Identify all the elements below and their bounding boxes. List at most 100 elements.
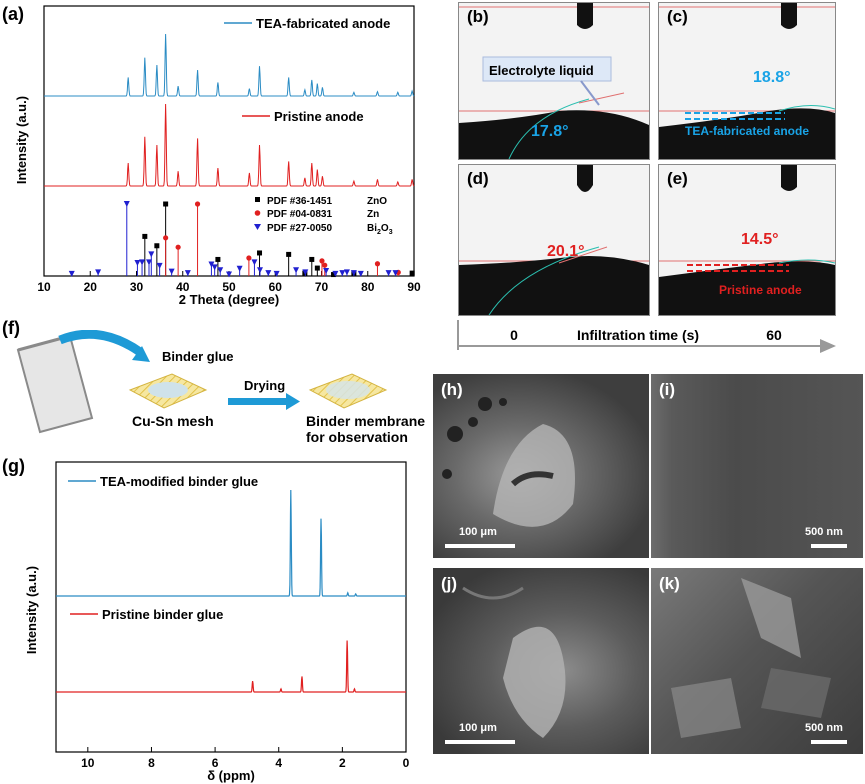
needle-icon [577,165,593,192]
infiltration-end: 60 [766,327,782,343]
angle-e: 14.5° [741,231,779,248]
nmr-xtick-label: 6 [212,756,219,770]
xrd-ref-marker [286,251,292,257]
contact-photo-c: (c) 18.8° TEA-fabricated anode [658,2,836,160]
xrd-ref-marker [168,268,175,275]
xrd-ref-marker [156,262,163,269]
xrd-ref-marker [322,262,328,268]
xrd-ref-marker [236,265,243,272]
panel-label-j: (j) [441,574,458,593]
angle-b: 17.8° [531,123,569,140]
panel-label-d: (d) [467,169,489,188]
legend-tea-anode: TEA-fabricated anode [256,16,390,31]
xrd-ref-marker [142,233,148,239]
nmr-xlabel: δ (ppm) [207,768,255,783]
xrd-ref-marker [208,261,215,268]
panel-label-i: (i) [659,380,676,399]
xrd-xtick-label: 30 [130,280,144,294]
xrd-ref-marker [184,270,191,277]
drying-label: Drying [244,378,285,393]
panel-label-a: (a) [2,4,24,24]
xrd-ref-marker [302,269,309,276]
electrolyte-label: Electrolyte liquid [489,63,594,78]
scale-text-j: 100 μm [459,722,497,734]
nmr-xtick-label: 4 [275,756,282,770]
xrd-xtick-label: 90 [407,280,421,294]
mesh-icon [128,373,208,409]
xrd-ref-marker [392,270,399,277]
arrow-right-icon [820,339,836,353]
ref-phase-zn: Zn [367,209,379,220]
xrd-series-line [44,103,415,187]
xrd-ref-marker [343,269,350,276]
needle-icon [781,165,797,191]
scale-text-h: 100 μm [459,526,497,538]
angle-c: 18.8° [753,69,791,86]
xrd-ref-marker [246,255,252,261]
xrd-ref-marker [357,270,364,277]
xrd-ref-marker [123,201,130,207]
ref-name-bi2o3: PDF #27-0050 [267,223,332,234]
membrane-label-1: Binder membrane [306,413,425,429]
xrd-xtick-label: 10 [37,280,51,294]
membrane-label-2: for observation [306,429,408,445]
xrd-xlabel: 2 Theta (degree) [179,292,279,307]
xrd-xtick-label: 40 [176,280,190,294]
panel-label-b: (b) [467,7,489,26]
xrd-series-line [44,33,415,97]
xrd-chart: 10 20 30 40 50 60 70 80 90 2 Theta (degree) Inte… [14,5,421,307]
xrd-xtick-label: 20 [84,280,98,294]
xrd-ref-marker [319,258,325,264]
scale-text-k: 500 nm [805,722,843,734]
panel-label-k: (k) [659,574,680,593]
sem-image-k: (k) 500 nm [651,568,863,754]
xrd-xtick-label: 60 [269,280,283,294]
xrd-ref-marker [194,201,201,207]
xrd-xtick-label: 70 [315,280,329,294]
xrd-ref-marker [273,270,280,277]
xrd-ref-marker [211,264,218,271]
ref-marker-zno [255,197,260,202]
scale-bar [811,544,847,548]
pour-arrow-icon [58,330,143,356]
angle-d: 20.1° [547,243,585,260]
ref-name-zn: PDF #04-0831 [267,209,332,220]
contact-photo-e: (e) 14.5° Pristine anode [658,164,836,316]
scale-text-i: 500 nm [805,526,843,538]
sem-image-j: (j) 100 μm [433,568,649,754]
tea-anode-label: TEA-fabricated anode [685,124,810,138]
panel-label-c: (c) [667,7,688,26]
xrd-ref-marker [309,256,315,262]
xrd-plot-frame [43,5,415,277]
xrd-ref-marker [134,260,141,267]
nmr-plot-frame [55,461,407,753]
xrd-ref-marker [226,271,232,278]
binder-glue-label: Binder glue [162,349,234,364]
nmr-series-line [56,489,406,597]
xrd-ref-marker [163,235,169,241]
nmr-xtick-label: 2 [339,756,346,770]
xrd-ref-marker [148,251,155,258]
xrd-ref-marker [251,259,258,266]
xrd-ref-marker [175,244,181,250]
beaker-icon [16,334,94,434]
xrd-ref-marker [293,267,300,274]
legend-tea-glue: TEA-modified binder glue [100,474,258,489]
mesh-label: Cu-Sn mesh [132,413,214,429]
membrane-icon [308,373,388,409]
xrd-ref-marker [331,272,337,278]
infiltration-label: Infiltration time (s) [577,327,699,343]
panel-label-g: (g) [2,456,25,476]
contact-photo-b: (b) Electrolyte liquid 17.8° [458,2,650,160]
xrd-ref-marker [257,250,263,256]
xrd-ref-marker [256,267,263,274]
xrd-ref-marker [163,201,169,207]
drying-arrow-icon [228,398,288,405]
xrd-ref-marker [385,270,392,277]
xrd-ref-marker [215,256,221,262]
scale-bar [811,740,847,744]
xrd-ref-marker [154,243,160,249]
ref-name-zno: PDF #36-1451 [267,196,332,207]
panel-label-e: (e) [667,169,688,188]
xrd-ref-marker [350,270,357,277]
